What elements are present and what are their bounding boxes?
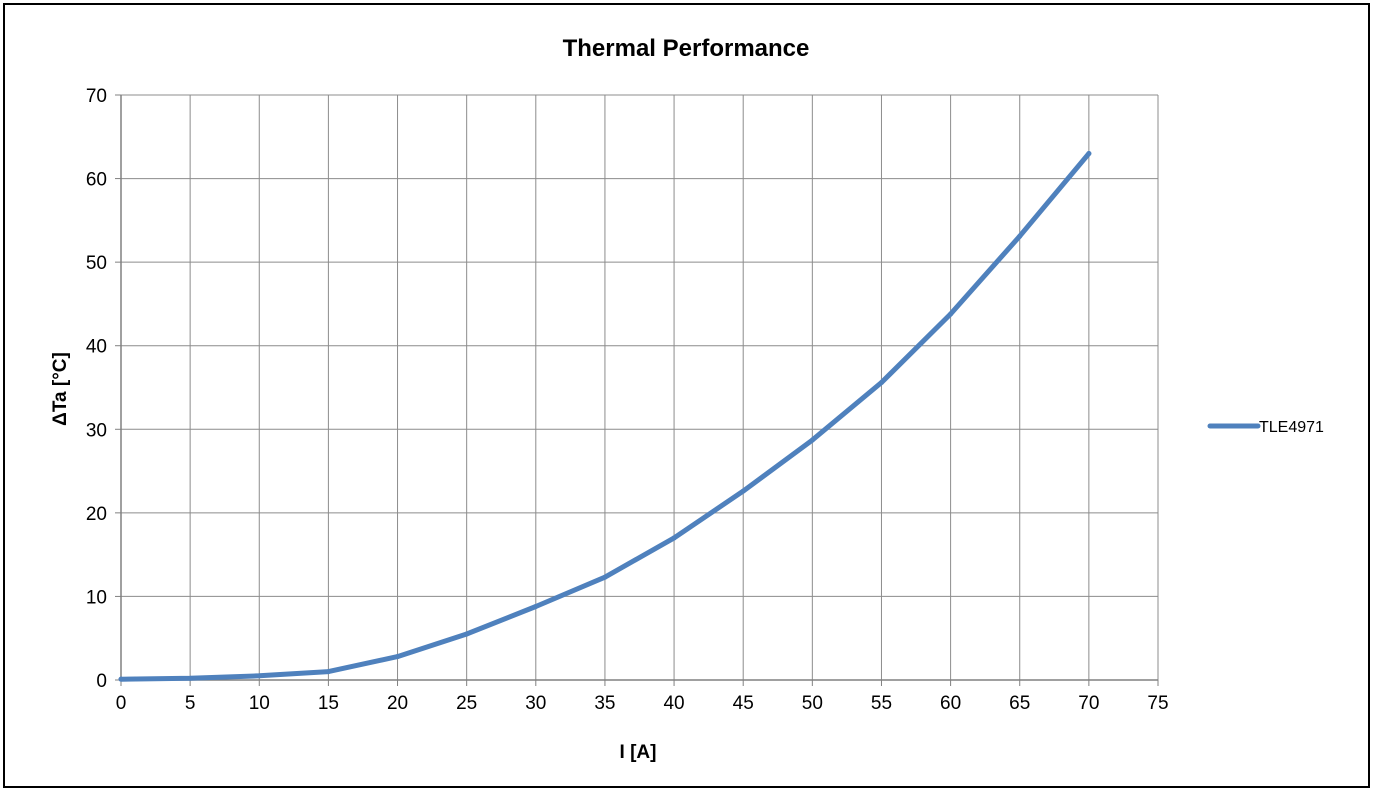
- data-point-0-0: [118, 676, 124, 682]
- legend: TLE4971: [1207, 419, 1324, 436]
- x-tick-label-1: 5: [185, 693, 196, 714]
- y-axis-label: ΔTa [°C]: [50, 352, 71, 426]
- legend-label-0: TLE4971: [1259, 419, 1324, 436]
- series-layer: [118, 151, 1092, 682]
- x-tick-label-15: 75: [1147, 693, 1168, 714]
- y-tick-label-0: 0: [96, 671, 107, 692]
- y-tick-label-2: 20: [86, 504, 107, 525]
- x-tick-label-4: 20: [387, 693, 408, 714]
- data-point-0-10: [809, 437, 815, 443]
- data-point-0-1: [187, 675, 193, 681]
- data-point-0-8: [671, 535, 677, 541]
- x-tick-label-8: 40: [663, 693, 684, 714]
- x-tick-label-11: 55: [871, 693, 892, 714]
- x-tick-label-10: 50: [802, 693, 823, 714]
- y-tick-label-7: 70: [86, 86, 107, 107]
- x-tick-label-5: 25: [456, 693, 477, 714]
- y-tick-label-6: 60: [86, 170, 107, 191]
- x-axis-label: I [A]: [620, 742, 657, 763]
- data-point-0-5: [464, 631, 470, 637]
- data-point-0-4: [395, 654, 401, 660]
- y-tick-label-3: 30: [86, 420, 107, 441]
- data-point-0-14: [1086, 151, 1092, 156]
- data-point-0-13: [1017, 233, 1023, 239]
- x-tick-label-9: 45: [733, 693, 754, 714]
- data-point-0-6: [533, 603, 539, 609]
- grid-lines: [120, 94, 1159, 681]
- y-tick-label-4: 40: [86, 337, 107, 358]
- x-tick-label-2: 10: [249, 693, 270, 714]
- x-axis-tick-labels: 0 5 10 15 20 25 30 35 40 45 50 55 60 65 70 75: [116, 693, 1169, 714]
- data-point-0-9: [740, 488, 746, 494]
- y-tick-label-1: 10: [86, 587, 107, 608]
- x-tick-label-7: 35: [594, 693, 615, 714]
- x-tick-label-14: 70: [1078, 693, 1099, 714]
- x-tick-label-3: 15: [318, 693, 339, 714]
- chart-title: Thermal Performance: [563, 35, 810, 62]
- y-tick-label-5: 50: [86, 253, 107, 274]
- data-point-0-11: [878, 379, 884, 385]
- y-axis-tick-labels: 0 10 20 30 40 50 60 70: [86, 86, 107, 692]
- x-tick-label-6: 30: [525, 693, 546, 714]
- data-point-0-7: [602, 574, 608, 580]
- x-tick-label-12: 60: [940, 693, 961, 714]
- chart-frame: [3, 3, 1370, 788]
- data-point-0-3: [325, 669, 331, 675]
- data-point-0-2: [256, 673, 262, 679]
- data-point-0-12: [948, 311, 954, 317]
- axes: [115, 94, 1159, 686]
- x-tick-label-13: 65: [1009, 693, 1030, 714]
- x-tick-label-0: 0: [116, 693, 127, 714]
